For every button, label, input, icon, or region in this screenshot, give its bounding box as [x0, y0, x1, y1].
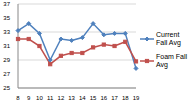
svg-text:19: 19	[133, 95, 140, 100]
svg-text:37: 37	[8, 1, 11, 7]
svg-text:13: 13	[68, 95, 75, 100]
svg-text:31: 31	[8, 43, 11, 49]
svg-text:10: 10	[36, 95, 43, 100]
svg-text:16: 16	[100, 95, 107, 100]
html-text:Current Fall Avg: Current Fall Avg	[156, 31, 181, 46]
svg-text:35: 35	[8, 15, 11, 21]
svg-text:33: 33	[8, 29, 11, 35]
svg-text:8: 8	[16, 95, 20, 100]
svg-text:14: 14	[79, 95, 86, 100]
svg-text:29: 29	[8, 57, 11, 63]
html-text:Foam Fall Avg: Foam Fall Avg	[156, 53, 188, 68]
svg-text:18: 18	[122, 95, 129, 100]
svg-text:12: 12	[58, 95, 65, 100]
svg-text:15: 15	[90, 95, 97, 100]
svg-text:27: 27	[8, 71, 11, 77]
svg-text:25: 25	[8, 85, 11, 91]
svg-text:17: 17	[111, 95, 118, 100]
svg-text:9: 9	[27, 95, 31, 100]
svg-text:11: 11	[47, 95, 54, 100]
